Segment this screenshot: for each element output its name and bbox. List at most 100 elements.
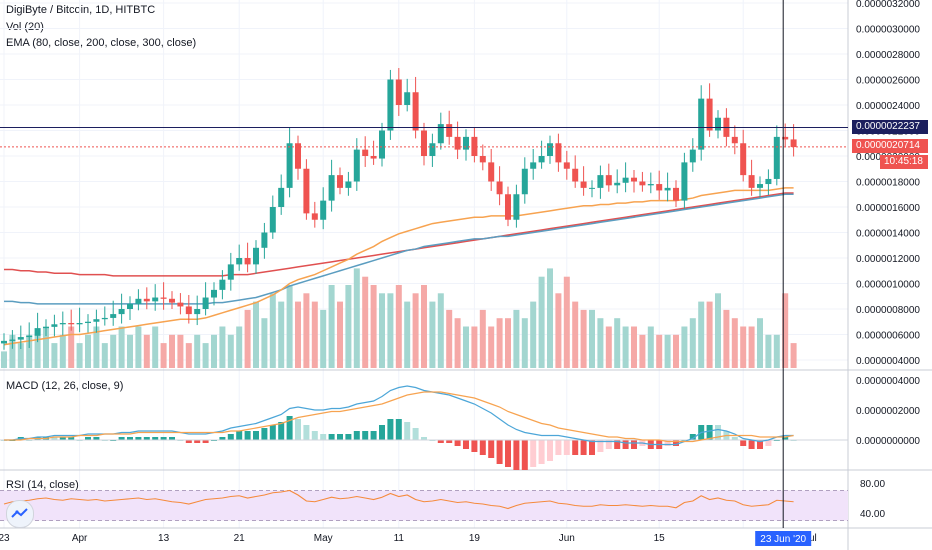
candle-body (471, 136, 478, 156)
macd-histogram-bar (765, 440, 772, 446)
volume-bar (429, 301, 436, 368)
candle-body (261, 232, 268, 248)
macd-histogram-bar (118, 437, 125, 440)
volume-bar (93, 326, 100, 368)
price-tick-label: 0.0000006000 (856, 331, 920, 342)
price-tick-label: 0.0000010000 (856, 280, 920, 291)
candle-body (530, 162, 537, 169)
macd-histogram-bar (748, 440, 755, 449)
volume-bar (362, 276, 369, 368)
price-tick-label: 0.0000018000 (856, 178, 920, 189)
candle-body (689, 149, 696, 163)
time-tick-label: 15 (654, 533, 666, 544)
candle-body (773, 136, 780, 179)
volume-bar (765, 334, 772, 368)
rsi-band (0, 490, 848, 521)
tradingview-logo[interactable] (6, 500, 34, 528)
candle-body (269, 207, 276, 233)
volume-bar (731, 318, 738, 368)
crosshair-price-tag: 0.0000022237 (852, 120, 928, 134)
volume-bar (269, 293, 276, 368)
volume-bar (513, 309, 520, 368)
macd-histogram-bar (471, 440, 478, 452)
macd-histogram-bar (353, 431, 360, 440)
countdown-tag: 10:45:18 (880, 155, 928, 169)
candle-body (673, 187, 679, 201)
volume-bar (345, 285, 352, 368)
candle-body (110, 314, 117, 318)
time-tick-label: Jun (559, 533, 575, 544)
candle-body (563, 162, 570, 169)
candle-body (101, 317, 108, 320)
macd-histogram-bar (589, 440, 595, 455)
macd-histogram-bar (673, 440, 679, 446)
volume-bar (521, 318, 528, 368)
last-price-tag: 0.0000020714 (852, 139, 928, 153)
candle-body (370, 156, 377, 159)
candle-body (185, 306, 192, 315)
macd-histogram-bar (278, 422, 285, 440)
volume-bar (43, 326, 49, 368)
symbol-legend: DigiByte / Bitcoin, 1D, HITBTC (6, 4, 156, 16)
price-tick-label: 0.0000024000 (856, 101, 920, 112)
macd-histogram-bar (328, 434, 335, 440)
candle-body (631, 177, 637, 182)
candle-body (17, 337, 24, 340)
candle-body (93, 319, 100, 322)
volume-bar (496, 318, 503, 368)
candle-body (51, 324, 58, 327)
candle-body (513, 194, 520, 220)
candle-body (765, 178, 772, 185)
volume-bar (236, 326, 243, 368)
candle-body (782, 136, 789, 140)
time-tick-label: May (314, 533, 333, 544)
volume-bar (160, 343, 167, 368)
macd-histogram-bar (202, 440, 209, 443)
volume-bar (253, 301, 259, 368)
candle-body (219, 279, 226, 290)
candle-body (454, 136, 461, 150)
macd-histogram-bar (135, 437, 142, 440)
time-tick-label: 21 (234, 533, 246, 544)
macd-histogram-bar (664, 440, 671, 446)
volume-bar (68, 326, 75, 368)
volume-bar (26, 334, 33, 368)
volume-bar (227, 334, 234, 368)
macd-histogram-bar (286, 416, 293, 440)
candle-body (152, 297, 159, 302)
candle-body (614, 182, 621, 186)
volume-bar (647, 326, 654, 368)
macd-histogram-bar (219, 437, 226, 440)
volume-bar (479, 309, 486, 368)
time-tick-label: Apr (72, 533, 88, 544)
macd-histogram-bar (454, 440, 461, 446)
candle-body (437, 124, 444, 144)
candle-body (211, 289, 217, 298)
macd-histogram-bar (706, 425, 713, 440)
macd-histogram-bar (261, 428, 268, 440)
rsi-legend: RSI (14, close) (6, 479, 79, 491)
macd-histogram-bar (253, 431, 259, 440)
macd-histogram-bar (597, 440, 604, 452)
macd-histogram-bar (521, 440, 528, 470)
macd-histogram-bar (185, 440, 192, 443)
candle-body (143, 298, 150, 302)
volume-bar (353, 268, 360, 368)
candle-body (538, 156, 545, 163)
volume-bar (395, 285, 402, 368)
price-tick-label: 0.0000028000 (856, 50, 920, 61)
volume-bar (748, 326, 755, 368)
candle-body (429, 143, 436, 156)
volume-bar (454, 318, 461, 368)
macd-histogram-bar (295, 419, 301, 440)
candle-body (547, 143, 553, 156)
candle-body (580, 181, 587, 188)
macd-histogram-bar (437, 440, 444, 443)
candle-body (286, 143, 293, 188)
macd-histogram-bar (547, 440, 553, 461)
candle-body (488, 162, 495, 182)
macd-histogram-bar (757, 440, 763, 449)
price-tick-label: 0.0000012000 (856, 254, 920, 265)
macd-histogram-bar (689, 434, 696, 440)
